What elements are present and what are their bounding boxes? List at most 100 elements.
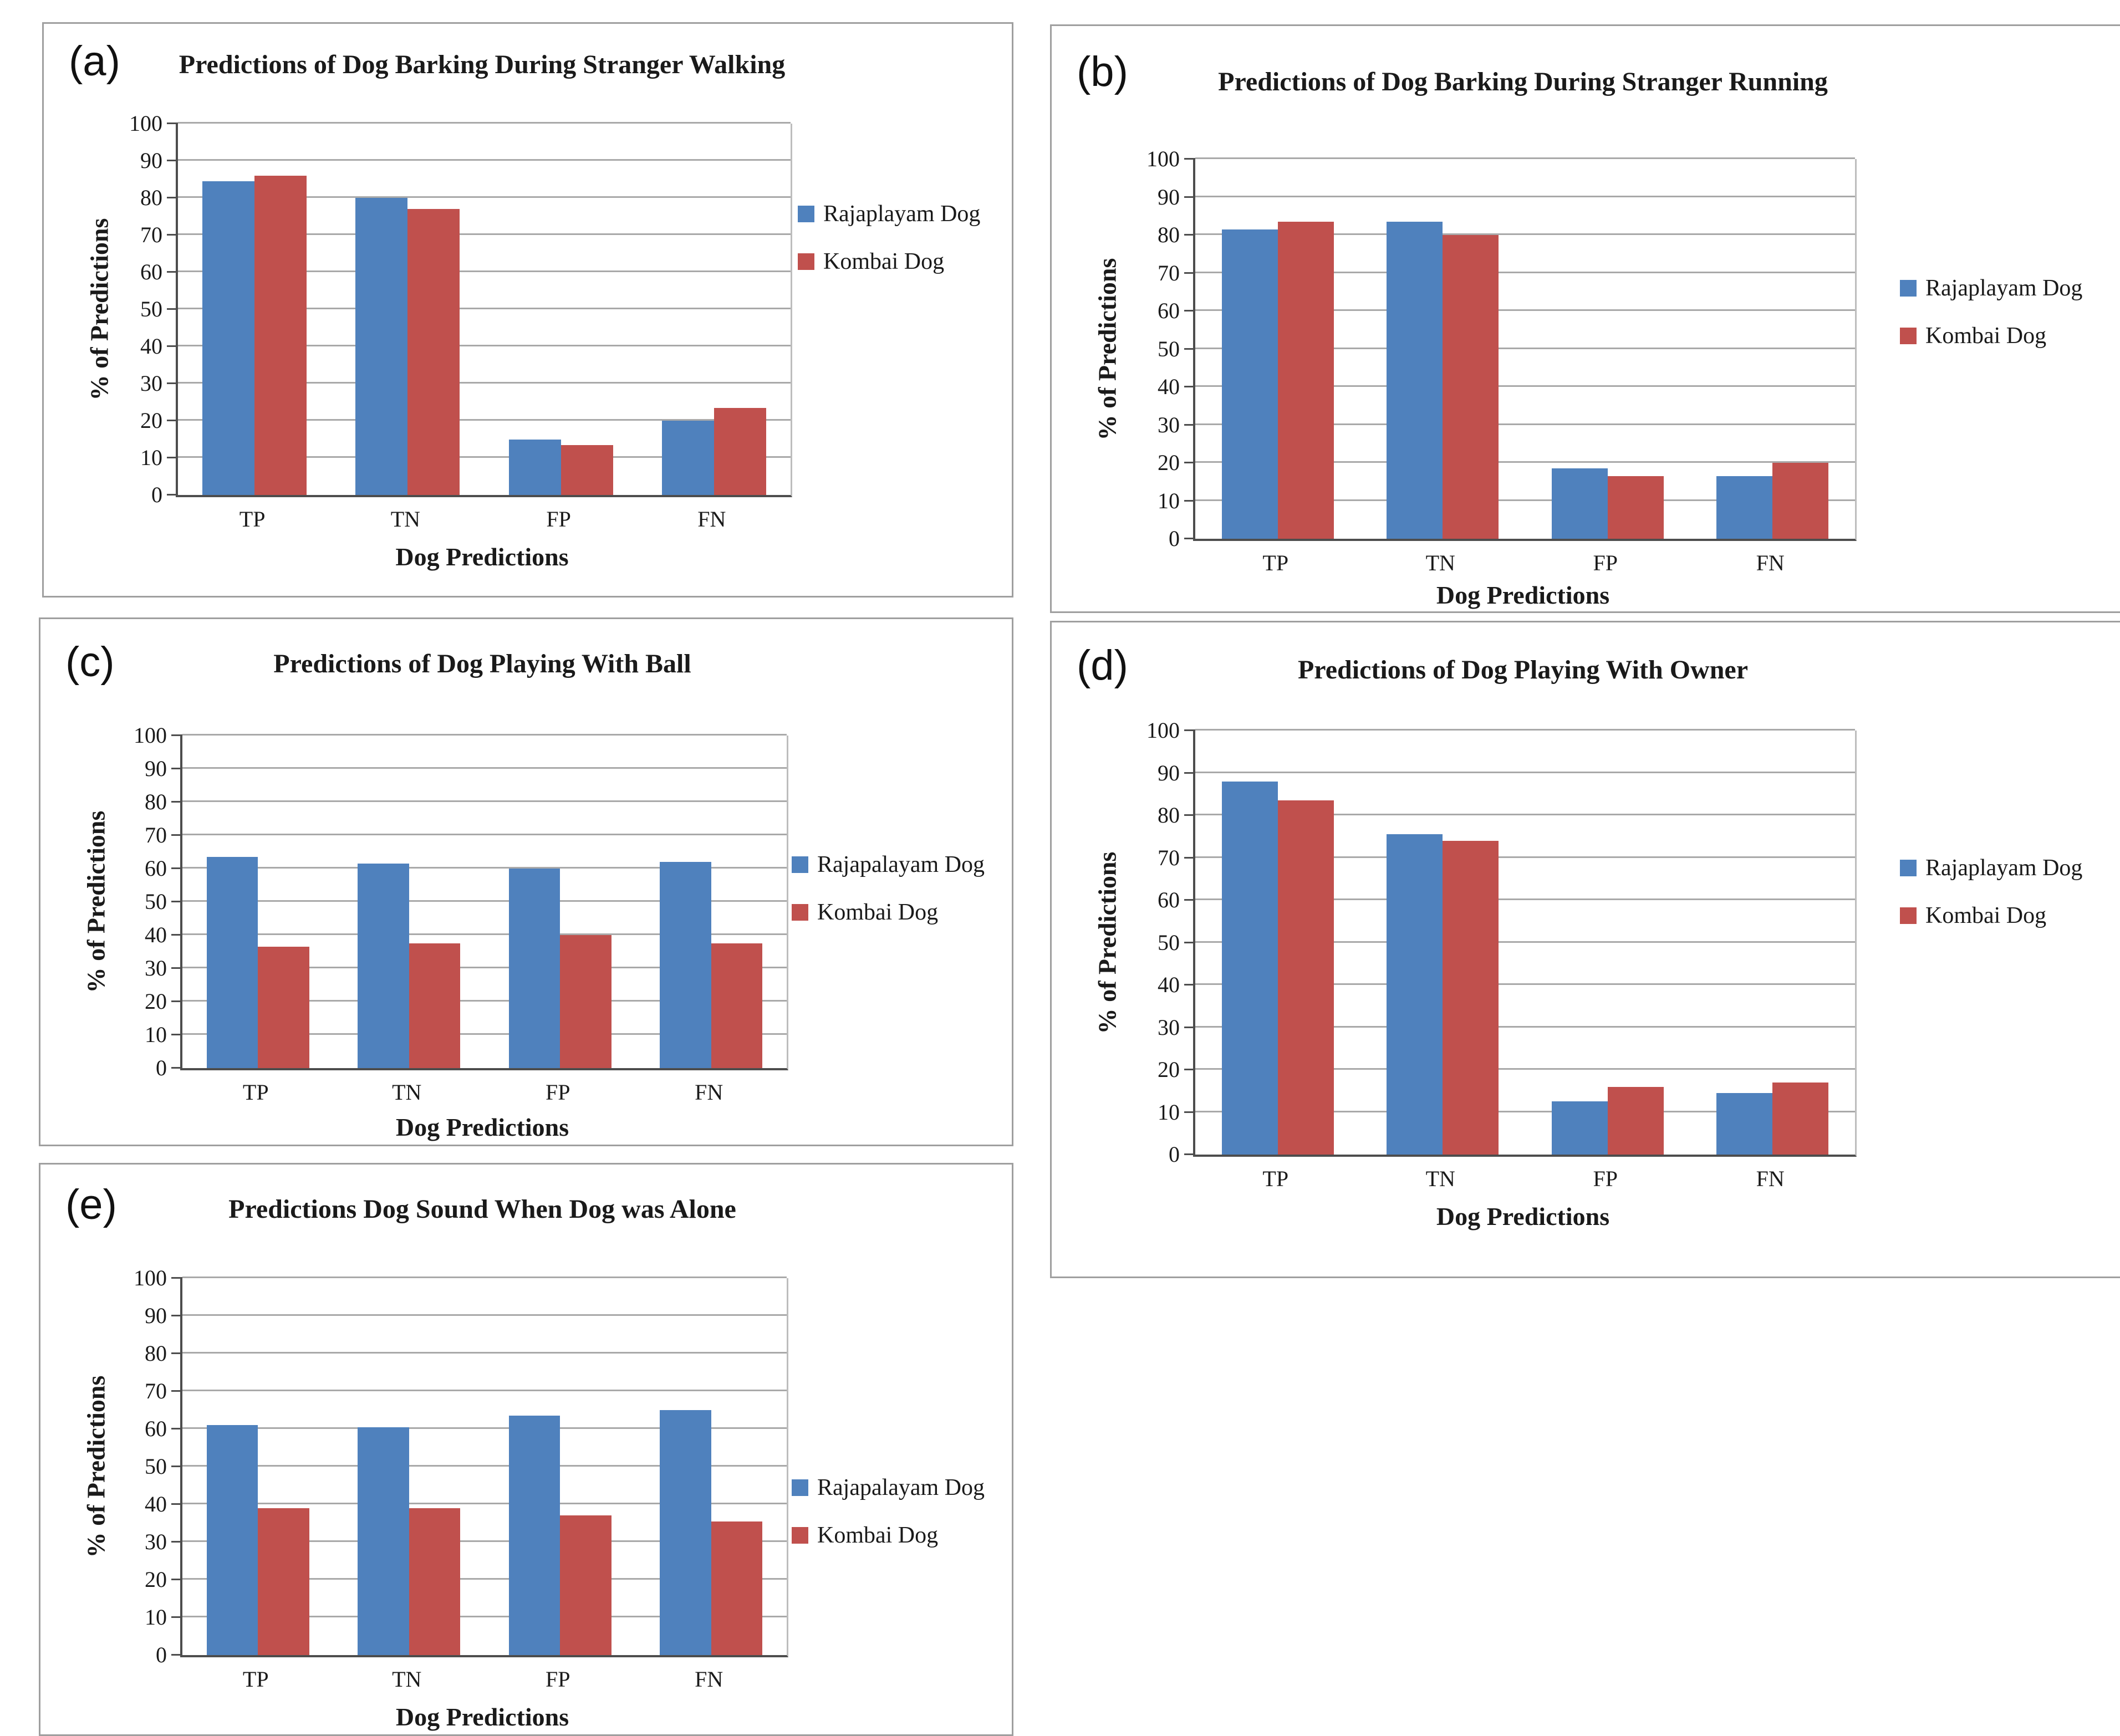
legend-label-kombai-dog: Kombai Dog: [817, 900, 939, 926]
gridline-30: [182, 967, 787, 968]
y-tick-60: 60: [1158, 887, 1180, 912]
y-tick-70: 70: [145, 823, 167, 847]
y-tickmark-30: [171, 1541, 182, 1543]
bar-fp-kombai-dog: [1607, 1086, 1664, 1155]
y-tickmark-90: [1184, 196, 1195, 198]
y-tick-40: 40: [145, 922, 167, 947]
x-tick-fn: FN: [695, 1667, 723, 1692]
y-tickmark-30: [171, 967, 182, 969]
x-axis-label-c: Dog Predictions: [395, 1113, 569, 1141]
y-tickmark-80: [171, 801, 182, 803]
x-tick-tp: TP: [242, 1667, 269, 1692]
bar-tp-rajaplayam-dog: [1221, 229, 1278, 539]
legend-d: Rajaplayam Dog Kombai Dog: [1900, 855, 2082, 951]
y-tick-40: 40: [1158, 972, 1180, 997]
y-tick-60: 60: [140, 259, 162, 284]
y-tick-50: 50: [145, 889, 167, 914]
bar-tp-rajaplayam-dog: [202, 181, 255, 495]
x-tick-fp: FP: [546, 507, 571, 532]
y-tick-30: 30: [1158, 1014, 1180, 1040]
y-tickmark-30: [1184, 1026, 1195, 1028]
bar-group-tp: [182, 736, 334, 1068]
chart-title-e: Predictions Dog Sound When Dog was Alone: [228, 1194, 736, 1224]
x-tick-fn: FN: [695, 1080, 723, 1105]
bar-groups: [178, 124, 791, 495]
gridline-30: [1195, 423, 1855, 425]
x-tick-tn: TN: [392, 1080, 422, 1105]
y-tickmark-90: [1184, 772, 1195, 774]
bar-group-fp: [1525, 731, 1690, 1155]
gridline-40: [1195, 385, 1855, 387]
y-tick-40: 40: [1158, 374, 1180, 399]
bar-tn-kombai-dog: [1443, 235, 1499, 539]
y-tick-50: 50: [1158, 930, 1180, 955]
y-tick-10: 10: [1158, 1099, 1180, 1125]
legend-item-kombai-dog: Kombai Dog: [1900, 323, 2082, 349]
bar-tp-rajapalayam-dog: [206, 1425, 258, 1655]
bar-tn-kombai-dog: [407, 209, 460, 495]
gridline-10: [182, 1033, 787, 1035]
legend-item-rajaplayam-dog: Rajaplayam Dog: [1900, 275, 2082, 301]
y-tickmark-0: [171, 1654, 182, 1656]
y-tickmark-60: [1184, 899, 1195, 901]
gridline-20: [178, 419, 791, 421]
legend-label-kombai-dog: Kombai Dog: [1925, 903, 2047, 929]
y-tickmark-0: [167, 494, 178, 496]
gridline-100: [178, 122, 791, 124]
gridline-70: [1195, 856, 1855, 858]
y-tick-0: 0: [151, 482, 162, 507]
panel-c: (c) Predictions of Dog Playing With Ball…: [39, 617, 1013, 1146]
x-axis-label-e: Dog Predictions: [395, 1703, 569, 1731]
gridline-100: [182, 1277, 787, 1278]
gridline-30: [178, 382, 791, 384]
y-tick-10: 10: [145, 1605, 167, 1630]
y-tickmark-40: [167, 345, 178, 347]
gridline-90: [1195, 195, 1855, 197]
gridline-10: [178, 456, 791, 458]
x-axis-ticks-c: TP TN FP FN: [180, 1079, 784, 1105]
panel-a: (a) Predictions of Dog Barking During St…: [42, 22, 1013, 598]
bar-groups: [182, 1278, 787, 1655]
y-tickmark-60: [1184, 310, 1195, 312]
y-tickmark-100: [171, 734, 182, 736]
bar-fp-kombai-dog: [1607, 476, 1664, 539]
y-tick-10: 10: [1158, 488, 1180, 513]
y-axis-label-d: % of Predictions: [1093, 851, 1122, 1034]
bar-group-fp: [1525, 159, 1690, 539]
y-tick-90: 90: [145, 756, 167, 781]
x-tick-tn: TN: [1425, 1166, 1455, 1191]
legend-label-rajaplayam-dog: Rajaplayam Dog: [823, 201, 981, 227]
y-tickmark-70: [171, 1390, 182, 1392]
legend-e: Rajapalayam Dog Kombai Dog: [792, 1475, 985, 1570]
bar-tp-kombai-dog: [1277, 800, 1334, 1155]
bar-group-tp: [178, 124, 331, 495]
y-tick-90: 90: [145, 1303, 167, 1328]
y-axis-label-c: % of Predictions: [81, 810, 110, 993]
bar-tn-kombai-dog: [409, 1508, 461, 1655]
panel-b: (b) Predictions of Dog Barking During St…: [1050, 24, 2120, 613]
y-tickmark-0: [1184, 538, 1195, 539]
y-tick-0: 0: [1169, 1142, 1180, 1167]
bar-tp-kombai-dog: [1277, 222, 1334, 539]
gridline-40: [1195, 983, 1855, 985]
legend-item-rajapalayam-dog: Rajapalayam Dog: [792, 1475, 985, 1500]
bar-fp-rajapalayam-dog: [508, 1416, 560, 1655]
bar-fp-kombai-dog: [560, 935, 611, 1068]
bar-fn-rajapalayam-dog: [660, 1410, 711, 1655]
bar-tp-kombai-dog: [254, 175, 307, 495]
panel-letter-c: (c): [65, 639, 115, 686]
x-tick-fp: FP: [546, 1080, 570, 1105]
legend-item-rajaplayam-dog: Rajaplayam Dog: [1900, 855, 2082, 881]
bar-tn-rajapalayam-dog: [358, 864, 409, 1068]
panel-letter-d: (d): [1077, 642, 1128, 689]
x-tick-fn: FN: [697, 507, 726, 532]
panel-e: (e) Predictions Dog Sound When Dog was A…: [39, 1163, 1013, 1736]
x-tick-fp: FP: [1593, 1166, 1618, 1191]
y-tick-50: 50: [145, 1454, 167, 1479]
bar-group-fp: [485, 124, 638, 495]
bar-fp-rajaplayam-dog: [1551, 1101, 1608, 1155]
y-tick-90: 90: [140, 148, 162, 173]
bar-fn-kombai-dog: [711, 943, 763, 1068]
y-tick-70: 70: [1158, 845, 1180, 870]
bar-group-fn: [636, 1278, 787, 1655]
